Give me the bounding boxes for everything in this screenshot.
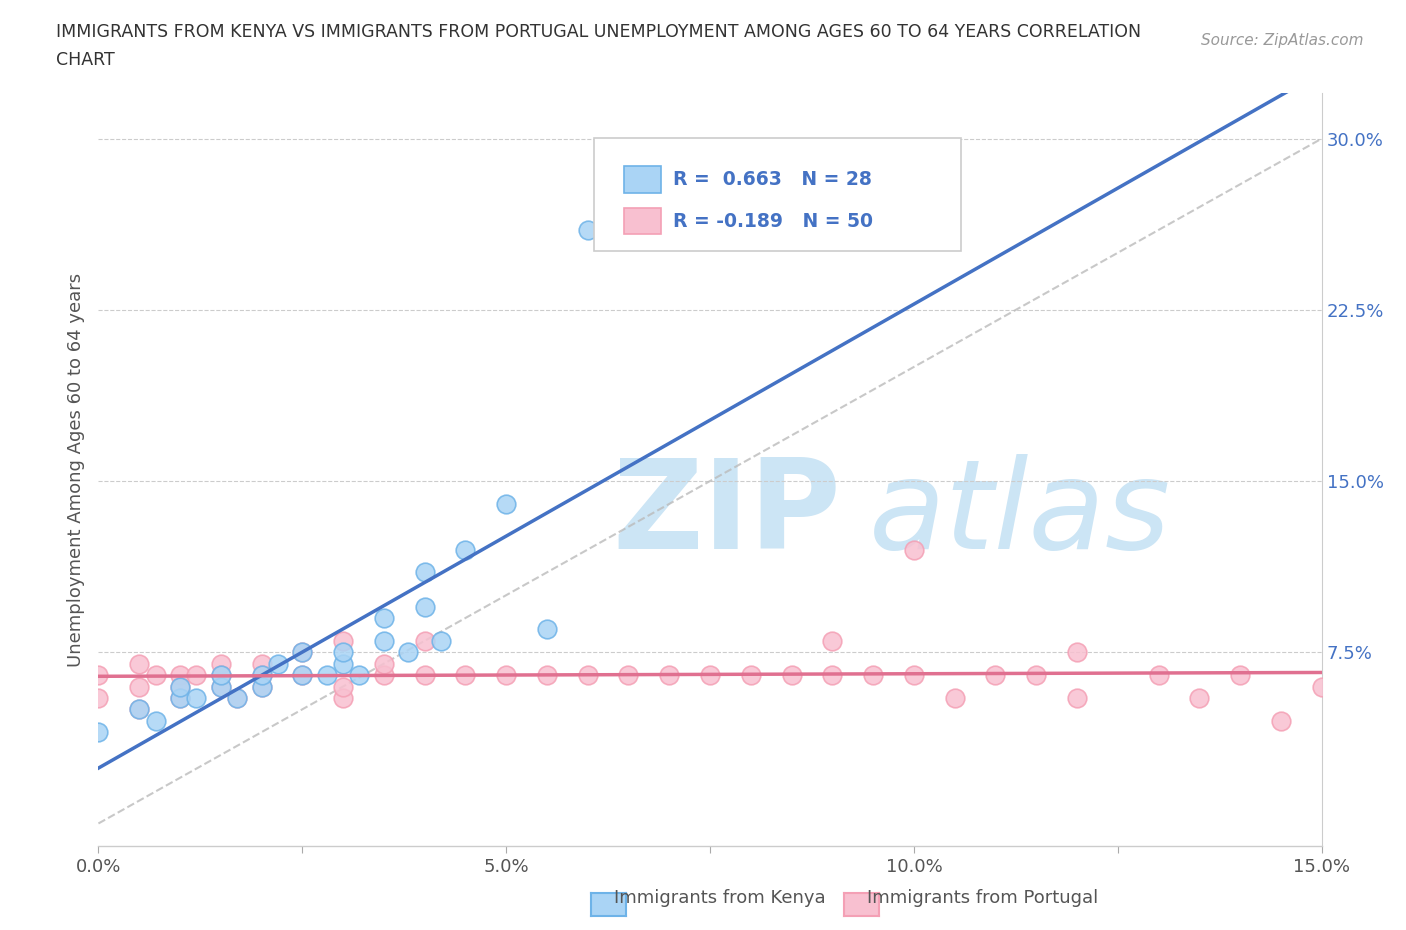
Point bbox=[576, 668, 599, 683]
Point bbox=[332, 657, 354, 671]
Point bbox=[1066, 644, 1088, 659]
Point bbox=[1229, 668, 1251, 683]
Point bbox=[291, 644, 314, 659]
Point bbox=[209, 668, 232, 683]
Text: Immigrants from Portugal: Immigrants from Portugal bbox=[844, 889, 1098, 907]
Point bbox=[169, 690, 191, 705]
Point bbox=[209, 657, 232, 671]
Point bbox=[454, 542, 477, 557]
Point bbox=[413, 565, 436, 579]
Point bbox=[984, 668, 1007, 683]
Point bbox=[373, 611, 395, 626]
Point bbox=[780, 668, 803, 683]
Point bbox=[128, 702, 150, 717]
Point bbox=[87, 724, 110, 739]
Point bbox=[209, 668, 232, 683]
FancyBboxPatch shape bbox=[624, 208, 661, 234]
FancyBboxPatch shape bbox=[624, 166, 661, 193]
Point bbox=[186, 668, 208, 683]
Point bbox=[943, 690, 966, 705]
Point bbox=[413, 633, 436, 648]
Point bbox=[536, 668, 558, 683]
FancyBboxPatch shape bbox=[593, 139, 960, 251]
Point bbox=[1147, 668, 1170, 683]
Point bbox=[658, 668, 681, 683]
Point bbox=[128, 702, 150, 717]
Point bbox=[373, 657, 395, 671]
Point bbox=[413, 599, 436, 614]
Point bbox=[495, 497, 517, 512]
Point bbox=[250, 668, 273, 683]
Point bbox=[396, 644, 419, 659]
Point bbox=[226, 690, 249, 705]
Point bbox=[495, 668, 517, 683]
Point bbox=[315, 668, 337, 683]
Point bbox=[209, 679, 232, 694]
Point bbox=[1310, 679, 1333, 694]
Point bbox=[291, 644, 314, 659]
Text: R =  0.663   N = 28: R = 0.663 N = 28 bbox=[673, 170, 872, 189]
Point bbox=[128, 657, 150, 671]
Point bbox=[576, 222, 599, 237]
Text: ZIP: ZIP bbox=[612, 455, 841, 576]
Point bbox=[128, 679, 150, 694]
Text: CHART: CHART bbox=[56, 51, 115, 69]
Point bbox=[332, 633, 354, 648]
Text: Immigrants from Kenya: Immigrants from Kenya bbox=[591, 889, 825, 907]
Point bbox=[332, 644, 354, 659]
Point bbox=[1188, 690, 1211, 705]
Point bbox=[373, 668, 395, 683]
Point bbox=[699, 668, 721, 683]
Point bbox=[373, 633, 395, 648]
Point bbox=[186, 690, 208, 705]
Point bbox=[617, 668, 640, 683]
Point bbox=[332, 679, 354, 694]
Point bbox=[1066, 690, 1088, 705]
Point bbox=[87, 668, 110, 683]
Y-axis label: Unemployment Among Ages 60 to 64 years: Unemployment Among Ages 60 to 64 years bbox=[66, 272, 84, 667]
Point bbox=[821, 668, 844, 683]
Point bbox=[226, 690, 249, 705]
Text: IMMIGRANTS FROM KENYA VS IMMIGRANTS FROM PORTUGAL UNEMPLOYMENT AMONG AGES 60 TO : IMMIGRANTS FROM KENYA VS IMMIGRANTS FROM… bbox=[56, 23, 1142, 41]
Point bbox=[536, 622, 558, 637]
Point bbox=[903, 668, 925, 683]
Text: R = -0.189   N = 50: R = -0.189 N = 50 bbox=[673, 211, 873, 231]
Point bbox=[250, 657, 273, 671]
Point bbox=[291, 668, 314, 683]
Point bbox=[250, 668, 273, 683]
Point bbox=[332, 690, 354, 705]
Point bbox=[903, 542, 925, 557]
Point bbox=[1025, 668, 1047, 683]
Point bbox=[267, 657, 290, 671]
Point bbox=[862, 668, 884, 683]
Point bbox=[169, 690, 191, 705]
Point bbox=[430, 633, 453, 648]
Point bbox=[145, 668, 167, 683]
Point bbox=[349, 668, 371, 683]
Point bbox=[169, 679, 191, 694]
Point bbox=[87, 690, 110, 705]
Point bbox=[413, 668, 436, 683]
Point bbox=[169, 668, 191, 683]
Text: Source: ZipAtlas.com: Source: ZipAtlas.com bbox=[1201, 33, 1364, 47]
Point bbox=[250, 679, 273, 694]
Point bbox=[1270, 713, 1292, 728]
Text: atlas: atlas bbox=[869, 455, 1171, 576]
Point bbox=[145, 713, 167, 728]
Point bbox=[250, 679, 273, 694]
Point bbox=[821, 633, 844, 648]
Point bbox=[740, 668, 762, 683]
Point bbox=[209, 679, 232, 694]
Point bbox=[454, 668, 477, 683]
Point bbox=[169, 679, 191, 694]
Point bbox=[291, 668, 314, 683]
